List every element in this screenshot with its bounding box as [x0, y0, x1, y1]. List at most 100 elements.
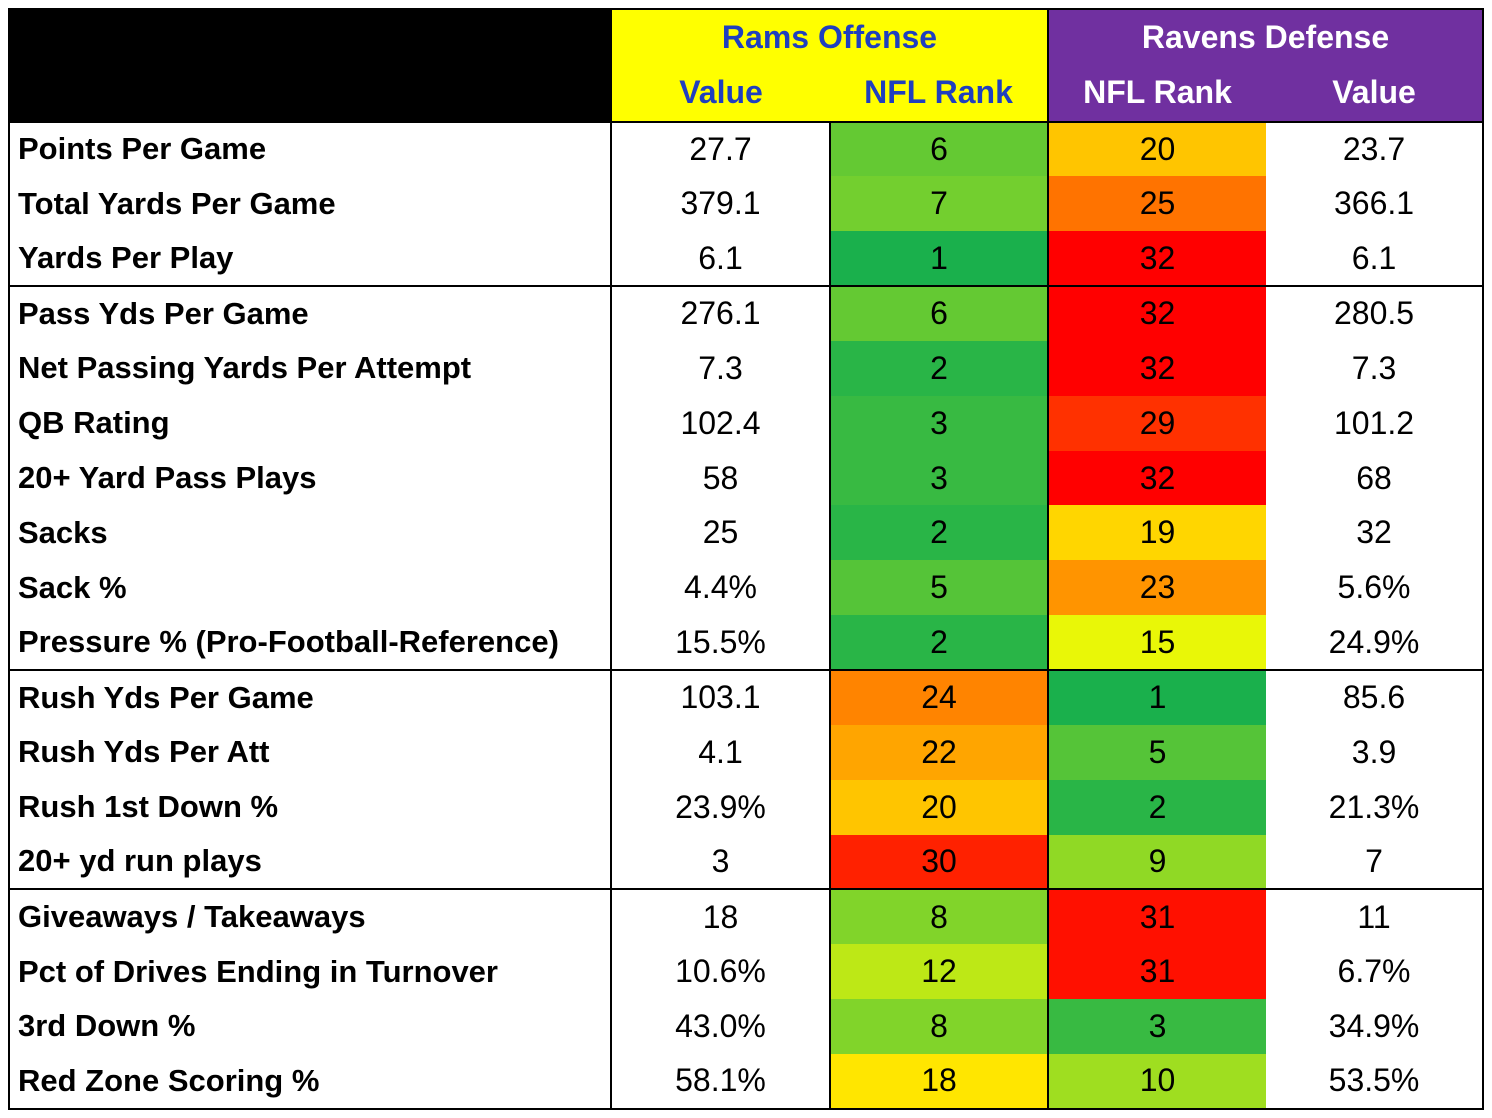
stat-label: Points Per Game: [8, 120, 612, 177]
rams-offense-value: 6.1: [611, 231, 831, 287]
stat-label: Pressure % (Pro-Football-Reference): [8, 615, 612, 670]
rams-offense-value: 10.6%: [611, 944, 831, 1000]
table-row: Points Per Game 27.7 6 20 23.7: [8, 120, 1485, 177]
stat-label: Total Yards Per Game: [8, 176, 612, 232]
rams-offense-rank: 30: [830, 834, 1049, 890]
table-row: Pressure % (Pro-Football-Reference) 15.5%…: [8, 615, 1485, 670]
ravens-rank-header: NFL Rank: [1048, 65, 1266, 122]
rams-offense-value: 58.1%: [611, 1053, 831, 1111]
table-row: Yards Per Play 6.1 1 32 6.1: [8, 231, 1485, 287]
ravens-defense-value: 5.6%: [1266, 560, 1485, 616]
rams-offense-value: 23.9%: [611, 779, 831, 835]
table-row: Rush Yds Per Att 4.1 22 5 3.9: [8, 724, 1485, 780]
table-row: Red Zone Scoring % 58.1% 18 10 53.5%: [8, 1053, 1485, 1111]
ravens-defense-rank: 23: [1048, 560, 1266, 616]
rams-offense-value: 276.1: [611, 285, 831, 341]
ravens-defense-rank: 1: [1048, 668, 1266, 725]
rams-offense-value: 379.1: [611, 176, 831, 232]
ravens-defense-value: 34.9%: [1266, 999, 1485, 1054]
rams-offense-rank: 20: [830, 779, 1049, 835]
rams-offense-value: 43.0%: [611, 999, 831, 1054]
rams-offense-rank: 2: [830, 615, 1049, 670]
table-row: Net Passing Yards Per Attempt 7.3 2 32 7.3: [8, 340, 1485, 396]
stat-label: 20+ Yard Pass Plays: [8, 450, 612, 506]
ravens-defense-value: 7.3: [1266, 340, 1485, 396]
stat-label: Sacks: [8, 505, 612, 561]
stat-label: Rush 1st Down %: [8, 779, 612, 835]
stat-label: 3rd Down %: [8, 999, 612, 1054]
rams-offense-rank: 7: [830, 176, 1049, 232]
ravens-defense-rank: 32: [1048, 340, 1266, 396]
ravens-defense-value: 101.2: [1266, 395, 1485, 451]
ravens-defense-value: 23.7: [1266, 120, 1485, 177]
rams-offense-rank: 24: [830, 668, 1049, 725]
rams-offense-rank: 22: [830, 724, 1049, 780]
stat-label: Pct of Drives Ending in Turnover: [8, 944, 612, 1000]
ravens-defense-rank: 3: [1048, 999, 1266, 1054]
ravens-defense-value: 21.3%: [1266, 779, 1485, 835]
stat-label: Giveaways / Takeaways: [8, 888, 612, 945]
rams-offense-rank: 8: [830, 999, 1049, 1054]
ravens-defense-rank: 19: [1048, 505, 1266, 561]
ravens-defense-rank: 20: [1048, 120, 1266, 177]
stat-label: Rush Yds Per Att: [8, 724, 612, 780]
ravens-defense-rank: 15: [1048, 615, 1266, 670]
ravens-defense-value: 6.7%: [1266, 944, 1485, 1000]
table-row: Rush 1st Down % 23.9% 20 2 21.3%: [8, 779, 1485, 835]
rams-offense-rank: 18: [830, 1053, 1049, 1111]
ravens-defense-value: 24.9%: [1266, 615, 1485, 670]
ravens-defense-rank: 10: [1048, 1053, 1266, 1111]
ravens-defense-rank: 25: [1048, 176, 1266, 232]
rams-offense-value: 103.1: [611, 668, 831, 725]
rams-offense-rank: 3: [830, 450, 1049, 506]
rams-offense-value: 25: [611, 505, 831, 561]
comparison-table: Rams Offense Ravens Defense Value NFL Ra…: [8, 7, 1485, 1111]
rams-offense-rank: 6: [830, 120, 1049, 177]
table-row: 20+ Yard Pass Plays 58 3 32 68: [8, 450, 1485, 506]
ravens-value-header: Value: [1266, 65, 1485, 122]
header-corner: [8, 8, 612, 123]
stat-label: Rush Yds Per Game: [8, 668, 612, 725]
rams-offense-value: 4.4%: [611, 560, 831, 616]
ravens-defense-value: 32: [1266, 505, 1485, 561]
rams-offense-value: 4.1: [611, 724, 831, 780]
stat-label: Red Zone Scoring %: [8, 1053, 612, 1111]
ravens-defense-rank: 32: [1048, 285, 1266, 341]
rams-offense-rank: 2: [830, 340, 1049, 396]
rams-offense-rank: 8: [830, 888, 1049, 945]
rams-value-header: Value: [611, 65, 830, 122]
ravens-defense-value: 85.6: [1266, 668, 1485, 725]
rams-offense-value: 15.5%: [611, 615, 831, 670]
ravens-defense-value: 366.1: [1266, 176, 1485, 232]
stat-label: Yards Per Play: [8, 231, 612, 287]
rams-offense-title: Rams Offense: [611, 7, 1049, 66]
ravens-defense-title: Ravens Defense: [1048, 7, 1485, 66]
stat-label: QB Rating: [8, 395, 612, 451]
rams-offense-rank: 3: [830, 395, 1049, 451]
ravens-defense-rank: 32: [1048, 450, 1266, 506]
table-row: Pass Yds Per Game 276.1 6 32 280.5: [8, 285, 1485, 341]
ravens-defense-rank: 31: [1048, 888, 1266, 945]
ravens-defense-rank: 5: [1048, 724, 1266, 780]
table-row: Giveaways / Takeaways 18 8 31 11: [8, 888, 1485, 945]
stat-label: Sack %: [8, 560, 612, 616]
ravens-defense-value: 6.1: [1266, 231, 1485, 287]
ravens-defense-value: 53.5%: [1266, 1053, 1485, 1111]
ravens-defense-rank: 32: [1048, 231, 1266, 287]
ravens-defense-rank: 29: [1048, 395, 1266, 451]
table-row: 3rd Down % 43.0% 8 3 34.9%: [8, 999, 1485, 1054]
rams-offense-value: 7.3: [611, 340, 831, 396]
rams-offense-value: 18: [611, 888, 831, 945]
rams-offense-rank: 1: [830, 231, 1049, 287]
rams-offense-value: 58: [611, 450, 831, 506]
ravens-defense-rank: 2: [1048, 779, 1266, 835]
table-row: Sack % 4.4% 5 23 5.6%: [8, 560, 1485, 616]
ravens-defense-value: 3.9: [1266, 724, 1485, 780]
table-row: Sacks 25 2 19 32: [8, 505, 1485, 561]
stat-label: Pass Yds Per Game: [8, 285, 612, 341]
rams-rank-header: NFL Rank: [830, 65, 1049, 122]
rams-offense-value: 3: [611, 834, 831, 890]
ravens-defense-value: 280.5: [1266, 285, 1485, 341]
ravens-defense-rank: 31: [1048, 944, 1266, 1000]
table-row: Total Yards Per Game 379.1 7 25 366.1: [8, 176, 1485, 232]
